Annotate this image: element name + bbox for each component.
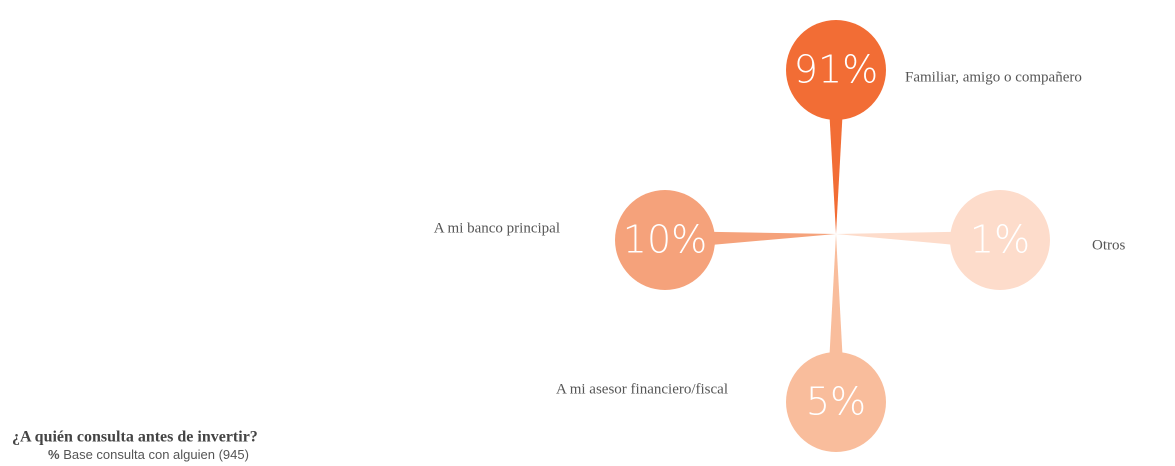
subtitle-text: Base consulta con alguien (945) (63, 447, 249, 462)
value-label: 91% (794, 48, 878, 92)
value-label: 5% (806, 380, 866, 424)
category-label: Familiar, amigo o compañero (905, 69, 1082, 85)
subtitle-unit: % (48, 447, 60, 462)
chart-subtitle: % Base consulta con alguien (945) (48, 447, 249, 462)
category-label: Otros (1092, 237, 1125, 253)
chart-title: ¿A quién consulta antes de invertir? (12, 429, 258, 446)
bubble (950, 190, 1050, 290)
bubble (786, 20, 886, 120)
value-label: 1% (970, 218, 1030, 262)
bubble (615, 190, 715, 290)
bubble (786, 352, 886, 452)
value-label: 10% (623, 218, 707, 262)
category-label: A mi banco principal (434, 220, 560, 236)
category-label: A mi asesor financiero/fiscal (556, 381, 728, 397)
